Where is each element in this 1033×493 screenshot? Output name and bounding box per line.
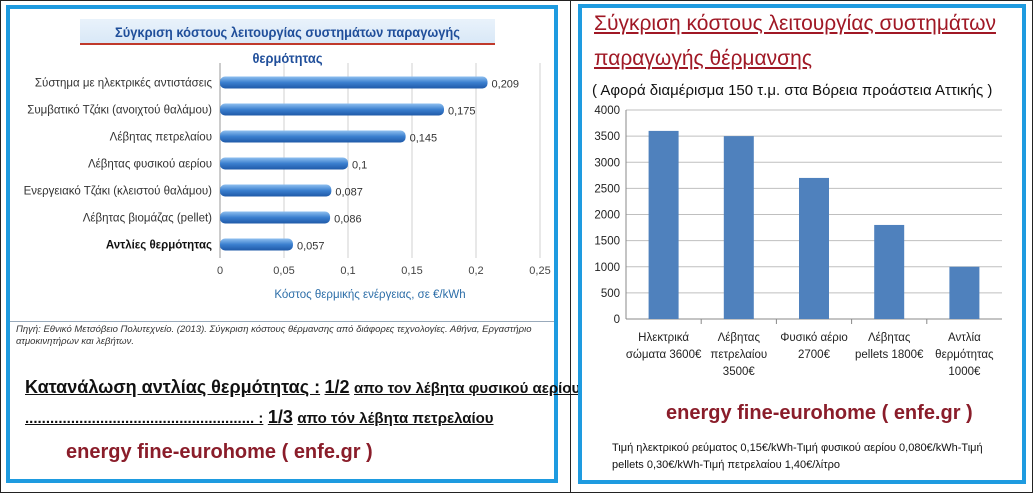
bar xyxy=(648,130,679,319)
consumption-text-1: απο τον λέβητα φυσικού αερίου xyxy=(354,380,581,397)
bar xyxy=(723,136,754,319)
panel-divider xyxy=(570,0,571,493)
bar xyxy=(220,157,348,170)
x-tick-label: 0,1 xyxy=(340,265,355,277)
category-label: Λέβητας pellets 1800€ xyxy=(855,332,924,361)
consumption-line-2: ........................................… xyxy=(25,407,494,428)
right-bar-chart: 0 500 1000 1500 2000 2500 3000 3500 4000 Ηλεκτρικ… xyxy=(594,105,1002,378)
category-label-line: Αντλία xyxy=(948,332,981,344)
consumption-dots: ........................................… xyxy=(25,410,264,427)
category-label-line: 3500€ xyxy=(723,366,756,378)
bar xyxy=(949,266,980,319)
category-label-line: Λέβητας xyxy=(868,332,911,344)
y-tick-label: 1500 xyxy=(594,236,620,248)
bar xyxy=(220,211,331,224)
value-label: 0,057 xyxy=(297,241,325,253)
category-label: Λέβητας φυσικού αερίου xyxy=(88,159,212,171)
y-tick-label: 1000 xyxy=(594,262,620,274)
x-tick-label: 0 xyxy=(217,265,223,277)
x-tick-label: 0,25 xyxy=(529,265,550,277)
x-axis-title: Κόστος θερμικής ενέργειας, σε €/kWh xyxy=(274,289,465,301)
y-tick-label: 2000 xyxy=(594,210,620,222)
category-label: Λέβητας πετρελαίου 3500€ xyxy=(710,332,767,378)
consumption-line-1: Κατανάλωση αντλίας θερμότητας : 1/2 απο … xyxy=(25,377,580,398)
consumption-label: Κατανάλωση αντλίας θερμότητας : xyxy=(25,377,321,397)
category-label-line: πετρελαίου xyxy=(710,349,767,361)
value-label: 0,209 xyxy=(492,79,520,91)
y-tick-label: 2500 xyxy=(594,183,620,195)
category-label: Φυσικό αέριο 2700€ xyxy=(780,332,848,361)
bar xyxy=(220,184,332,197)
left-chart-title: Σύγκριση κόστους λειτουργίας συστημάτων … xyxy=(80,19,495,66)
bar xyxy=(874,224,905,319)
category-label-line: σώματα 3600€ xyxy=(626,349,702,361)
category-label-line: Φυσικό αέριο xyxy=(780,332,848,344)
y-tick-label: 0 xyxy=(614,314,620,326)
source-divider xyxy=(10,321,554,322)
y-tick-label: 500 xyxy=(601,288,620,300)
category-label-line: 1000€ xyxy=(948,366,981,378)
category-label: Αντλίες θερμότητας xyxy=(106,240,212,252)
x-tick-label: 0,05 xyxy=(273,265,294,277)
bar xyxy=(799,177,829,319)
bar xyxy=(220,103,444,116)
x-tick-label: 0,15 xyxy=(401,265,422,277)
value-label: 0,1 xyxy=(352,160,367,172)
value-label: 0,087 xyxy=(335,187,363,199)
category-label: Λέβητας βιομάζας (pellet) xyxy=(83,213,212,225)
y-tick-label: 3500 xyxy=(594,131,620,143)
bar xyxy=(220,76,488,89)
category-label-line: θερμότητας xyxy=(935,349,994,361)
value-label: 0,086 xyxy=(334,214,362,226)
category-label-line: pellets 1800€ xyxy=(855,349,924,361)
right-chart-subtitle: ( Αφορά διαμέρισμα 150 τ.μ. στα Βόρεια π… xyxy=(592,82,993,99)
right-brand: energy fine-eurohome ( enfe.gr ) xyxy=(666,402,973,424)
value-label: 0,145 xyxy=(410,133,438,145)
y-tick-label: 3000 xyxy=(594,157,620,169)
value-label: 0,175 xyxy=(448,106,476,118)
category-label: Συμβατικό Τζάκι (ανοιχτού θαλάμου) xyxy=(27,105,212,117)
category-label: Ηλεκτρικά σώματα 3600€ xyxy=(626,332,702,361)
right-panel: Σύγκριση κόστους λειτουργίας συστημάτων … xyxy=(578,4,1026,484)
bar xyxy=(220,238,293,251)
category-label-line: Λέβητας xyxy=(718,332,761,344)
bar xyxy=(220,130,406,143)
x-tick-label: 0,2 xyxy=(468,265,483,277)
right-chart-title-line2: παραγωγής θέρμανσης xyxy=(594,47,812,70)
category-label: Ενεργειακό Τζάκι (κλειστού θαλάμου) xyxy=(24,186,213,198)
consumption-fraction-1: 1/2 xyxy=(324,377,350,397)
consumption-fraction-2: 1/3 xyxy=(267,407,293,427)
left-panel: Σύγκριση κόστους λειτουργίας συστημάτων … xyxy=(6,5,580,483)
category-label-line: 2700€ xyxy=(798,349,831,361)
consumption-text-2: απο τόν λέβητα πετρελαίου xyxy=(297,410,494,427)
left-brand: energy fine-eurohome ( enfe.gr ) xyxy=(66,441,373,463)
price-footnote: Τιμή ηλεκτρικού ρεύματος 0,15€/kWh-Τιμή … xyxy=(612,442,983,471)
left-bar-chart: 0 0,05 0,1 0,15 0,2 0,25 Σύστημα με ηλεκτρικές… xyxy=(24,63,551,301)
right-chart-title-line1: Σύγκριση κόστους λειτουργίας συστημάτων xyxy=(594,12,996,35)
source-citation: Πηγή: Εθνικό Μετσόβειο Πολυτεχνείο. (201… xyxy=(16,324,532,347)
category-label-line: Ηλεκτρικά xyxy=(638,332,689,344)
category-label: Λέβητας πετρελαίου xyxy=(110,132,212,144)
category-label: Σύστημα με ηλεκτρικές αντιστάσεις xyxy=(35,78,213,90)
category-label: Αντλία θερμότητας 1000€ xyxy=(935,332,994,378)
y-tick-label: 4000 xyxy=(594,105,620,117)
